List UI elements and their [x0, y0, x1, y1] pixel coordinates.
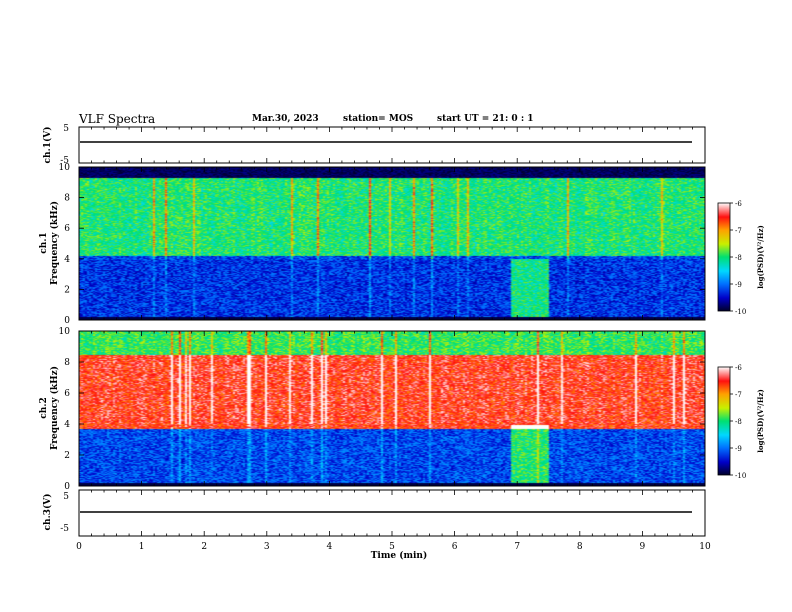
- x-tick-label: 4: [327, 542, 333, 552]
- x-tick-label: 3: [264, 542, 270, 552]
- x-tick-label: 5: [389, 542, 395, 552]
- y-tick-label: 6: [64, 389, 70, 399]
- x-tick-label: 6: [452, 542, 458, 552]
- y-tick-label: 4: [64, 255, 70, 265]
- ch1-ylabel-line1: ch.1: [39, 232, 49, 253]
- colorbar-tick-label: -6: [735, 364, 742, 372]
- ch1-waveform-frame: [78, 126, 706, 164]
- start-time-label: start UT = 21: 0 : 1: [437, 114, 534, 124]
- colorbar-tick-label: -7: [735, 227, 742, 235]
- ch1-ytick-neg5: -5: [60, 156, 69, 166]
- x-tick-label: 7: [514, 542, 520, 552]
- ch2-colorbar: -6 -7 -8 -9 -10 log(PSD)(V²/Hz): [717, 364, 765, 480]
- ch3-waveform-panel: 5 -5 ch.3(V): [42, 489, 706, 537]
- ch1-colorbar-label: log(PSD)(V²/Hz): [756, 225, 765, 289]
- ch2-ylabel-line1: ch.2: [39, 397, 49, 418]
- x-tick-label: 10: [699, 542, 711, 552]
- ch2-colorbar-label: log(PSD)(V²/Hz): [756, 389, 765, 453]
- ch2-colorbar-gradient: [717, 366, 731, 476]
- colorbar-tick-label: -8: [735, 254, 742, 262]
- colorbar-tick-label: -10: [735, 308, 746, 316]
- colorbar-tick-label: -8: [735, 418, 742, 426]
- ch1-spectrogram-panel: 0 2 4 6 8 10 ch.1 Frequency (kHz): [39, 163, 706, 326]
- chart-title: VLF Spectra: [79, 112, 156, 126]
- colorbar-tick-label: -7: [735, 391, 742, 399]
- ch1-ylabel: ch.1(V): [42, 127, 53, 164]
- ch1-colorbar-gradient: [717, 202, 731, 312]
- ch3-ylabel: ch.3(V): [42, 494, 53, 531]
- colorbar-tick-label: -10: [735, 472, 746, 480]
- colorbar-tick-label: -9: [735, 445, 742, 453]
- date-label: Mar.30, 2023: [252, 114, 319, 124]
- x-tick-label: 8: [577, 542, 583, 552]
- ch1-ylabel-line2: Frequency (kHz): [49, 201, 60, 285]
- y-tick-label: 4: [64, 420, 70, 430]
- y-tick-label: 2: [64, 451, 70, 461]
- x-axis-label: Time (min): [371, 550, 428, 561]
- y-tick-label: 10: [59, 163, 71, 173]
- x-tick-label: 0: [76, 542, 82, 552]
- ch2-spectrogram-panel: 0 2 4 6 8 10 ch.2 Frequency (kHz): [39, 327, 706, 492]
- ch1-spectrogram-image: [79, 167, 705, 320]
- colorbar-tick-label: -9: [735, 281, 742, 289]
- y-tick-label: 0: [64, 316, 70, 326]
- y-tick-label: 8: [64, 358, 70, 368]
- y-tick-label: 2: [64, 285, 70, 295]
- station-label: station= MOS: [343, 114, 414, 124]
- ch2-ylabel-line2: Frequency (kHz): [49, 366, 60, 450]
- x-tick-label: 1: [139, 542, 145, 552]
- colorbar-tick-label: -6: [735, 200, 742, 208]
- ch1-colorbar: -6 -7 -8 -9 -10 log(PSD)(V²/Hz): [717, 200, 765, 316]
- y-tick-label: 0: [64, 482, 70, 492]
- ch3-ytick-neg5: -5: [60, 524, 69, 534]
- y-tick-label: 10: [59, 327, 71, 337]
- x-tick-label: 9: [640, 542, 646, 552]
- ch2-spectrogram-image: [79, 331, 705, 486]
- ch3-ytick-5: 5: [63, 492, 69, 502]
- ch3-waveform-frame: [78, 489, 706, 537]
- y-tick-label: 8: [64, 194, 70, 204]
- ch1-ytick-5: 5: [63, 124, 69, 134]
- x-tick-label: 2: [201, 542, 207, 552]
- y-tick-label: 6: [64, 224, 70, 234]
